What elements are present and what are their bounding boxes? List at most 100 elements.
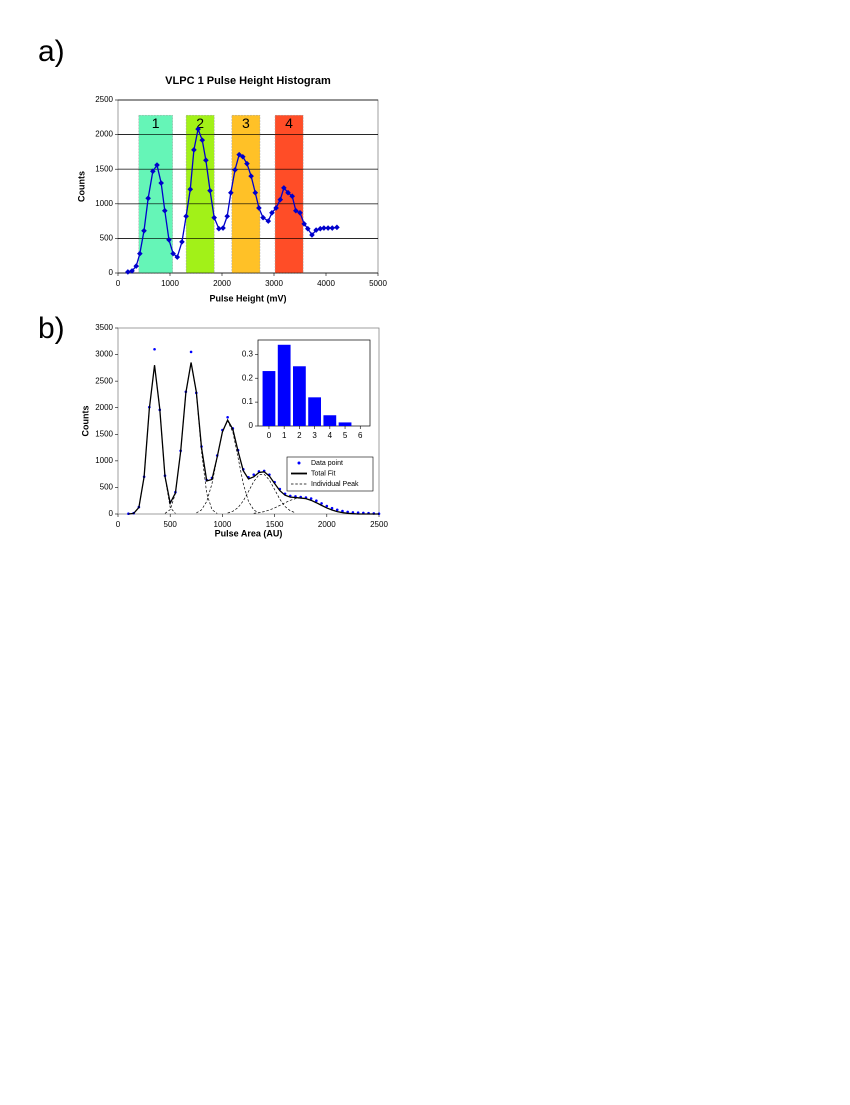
marker <box>281 185 287 191</box>
x-tick-label: 2 <box>297 431 302 440</box>
data-point <box>320 502 323 505</box>
marker <box>141 227 147 234</box>
band-label: 2 <box>196 115 204 131</box>
data-point <box>315 499 318 503</box>
y-axis-label: Counts <box>80 406 90 437</box>
marker <box>125 269 131 275</box>
data-point <box>330 506 334 510</box>
y-tick-label: 2000 <box>95 130 113 139</box>
data-point <box>189 350 193 354</box>
marker <box>309 232 315 238</box>
marker <box>232 167 238 173</box>
bar <box>262 371 276 426</box>
data-point <box>346 510 349 514</box>
y-tick-label: 0.3 <box>242 349 254 358</box>
marker <box>207 187 213 194</box>
peak-curve <box>196 420 260 514</box>
y-tick-label: 0 <box>109 268 114 277</box>
data-point <box>252 473 256 476</box>
x-tick-label: 3 <box>312 431 317 440</box>
x-tick-label: 4000 <box>317 279 335 288</box>
marker <box>199 137 206 143</box>
marker <box>216 225 222 232</box>
marker <box>285 189 291 196</box>
x-tick-label: 1 <box>282 431 287 440</box>
marker <box>240 153 246 160</box>
marker <box>244 160 250 167</box>
marker <box>265 218 272 224</box>
legend-label: Total Fit <box>311 470 336 477</box>
marker <box>203 157 209 164</box>
x-tick-label: 500 <box>164 520 178 529</box>
x-axis-label: Pulse Height (mV) <box>209 293 286 303</box>
data-line <box>127 128 338 273</box>
y-tick-label: 2500 <box>95 95 113 104</box>
x-tick-label: 1000 <box>214 520 232 529</box>
legend-label: Individual Peak <box>311 481 359 488</box>
x-tick-label: 5 <box>343 431 348 440</box>
marker <box>269 209 275 216</box>
marker <box>329 225 336 231</box>
y-tick-label: 0.1 <box>242 397 254 406</box>
marker <box>305 225 311 232</box>
marker <box>137 250 143 257</box>
marker <box>133 263 139 269</box>
x-tick-label: 0 <box>267 431 272 440</box>
legend-label: Data point <box>311 460 343 467</box>
y-tick-label: 500 <box>100 234 114 243</box>
panel-label: b) <box>38 312 65 345</box>
bar <box>338 422 352 426</box>
y-tick-label: 2500 <box>95 376 113 385</box>
marker <box>224 213 230 220</box>
x-tick-label: 1000 <box>161 279 179 288</box>
marker <box>334 224 340 231</box>
bar <box>293 366 306 426</box>
marker <box>145 195 151 202</box>
marker <box>158 180 164 186</box>
marker <box>187 186 194 193</box>
x-tick-label: 6 <box>358 431 363 440</box>
marker <box>183 213 189 220</box>
band-label: 1 <box>152 115 160 131</box>
y-tick-label: 1500 <box>95 164 113 173</box>
marker <box>293 207 299 214</box>
y-tick-label: 1500 <box>95 429 113 438</box>
marker <box>129 268 135 274</box>
y-tick-label: 1000 <box>95 456 113 465</box>
peak-curve <box>227 473 296 514</box>
y-axis-label: Counts <box>76 171 86 202</box>
panel-label: a) <box>38 35 65 68</box>
legend-symbol <box>297 461 301 465</box>
marker <box>313 227 319 233</box>
x-tick-label: 1500 <box>266 520 284 529</box>
x-tick-label: 2000 <box>213 279 231 288</box>
marker <box>150 168 156 175</box>
y-tick-label: 500 <box>100 483 114 492</box>
x-tick-label: 3000 <box>265 279 283 288</box>
y-tick-label: 1000 <box>95 199 113 208</box>
bar <box>323 415 337 426</box>
data-point <box>335 508 339 512</box>
marker <box>248 173 254 179</box>
bar <box>308 397 321 426</box>
marker <box>166 236 172 243</box>
marker <box>273 205 279 211</box>
x-tick-label: 0 <box>116 279 121 288</box>
marker <box>162 207 168 214</box>
marker <box>154 162 160 168</box>
marker <box>174 254 181 260</box>
data-point <box>309 497 313 500</box>
peak-curve <box>164 362 218 514</box>
y-tick-label: 2000 <box>95 403 113 412</box>
x-tick-label: 4 <box>328 431 333 440</box>
x-tick-label: 2500 <box>370 520 388 529</box>
marker <box>228 189 234 196</box>
marker <box>297 209 303 216</box>
x-tick-label: 5000 <box>369 279 387 288</box>
y-tick-label: 0 <box>249 421 254 430</box>
marker <box>170 250 176 257</box>
fit-line <box>128 362 379 515</box>
data-point <box>226 415 229 419</box>
